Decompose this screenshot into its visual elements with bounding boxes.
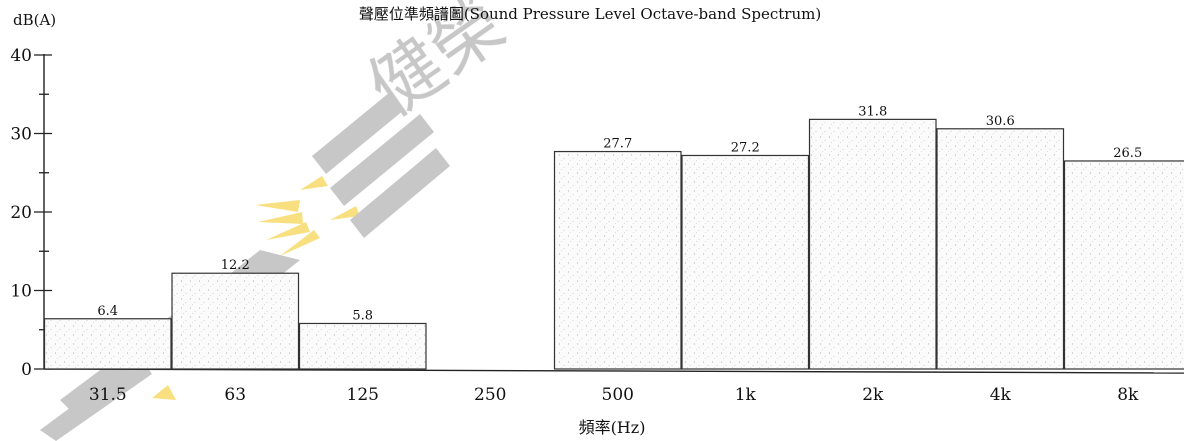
y-tick-label: 0 xyxy=(21,360,32,380)
data-label-31.5: 6.4 xyxy=(97,304,118,319)
company-watermark-logo: 健榮 xyxy=(40,0,520,441)
x-tick-label: 63 xyxy=(224,385,246,405)
watermark-sunburst-icon xyxy=(152,176,360,400)
bar-63 xyxy=(171,272,300,370)
y-tick-label: 30 xyxy=(10,125,32,145)
data-label-8k: 26.5 xyxy=(1113,146,1142,161)
bar-4k xyxy=(936,128,1065,370)
bar-500 xyxy=(553,150,682,370)
x-axis-tick-labels: 31.5 63 125 250 500 1k 2k 4k 8k xyxy=(89,385,1139,405)
bar-1k xyxy=(681,154,810,370)
data-label-1k: 27.2 xyxy=(731,140,760,155)
x-tick-label: 1k xyxy=(735,385,757,405)
bar-8k xyxy=(1063,160,1184,370)
x-tick-label: 125 xyxy=(347,385,379,405)
data-label-125: 5.8 xyxy=(352,308,373,323)
bar-31.5 xyxy=(43,318,172,370)
y-axis-label: dB(A) xyxy=(13,11,56,29)
y-tick-label: 40 xyxy=(10,46,32,66)
bar-2k xyxy=(808,118,937,370)
bar-125 xyxy=(298,322,427,370)
x-tick-label: 500 xyxy=(602,385,634,405)
x-tick-label: 2k xyxy=(862,385,884,405)
data-label-2k: 31.8 xyxy=(858,104,887,119)
chart-title: 聲壓位準頻譜圖(Sound Pressure Level Octave-band… xyxy=(359,5,821,23)
x-tick-label: 31.5 xyxy=(89,385,127,405)
x-axis-line xyxy=(43,368,1184,374)
data-label-63: 12.2 xyxy=(221,258,250,273)
data-label-4k: 30.6 xyxy=(986,114,1015,129)
x-tick-label: 8k xyxy=(1117,385,1139,405)
y-axis-ticks: 0 10 20 30 40 xyxy=(10,46,52,380)
x-tick-label: 4k xyxy=(990,385,1012,405)
data-label-500: 27.7 xyxy=(603,137,632,152)
y-tick-label: 10 xyxy=(10,282,32,302)
x-tick-label: 250 xyxy=(474,385,506,405)
bar-series: 6.4 12.2 5.8 27.7 27.2 31.8 30.6 26.5 xyxy=(43,104,1184,370)
x-axis-label: 頻率(Hz) xyxy=(579,418,646,437)
y-tick-label: 20 xyxy=(10,203,32,223)
